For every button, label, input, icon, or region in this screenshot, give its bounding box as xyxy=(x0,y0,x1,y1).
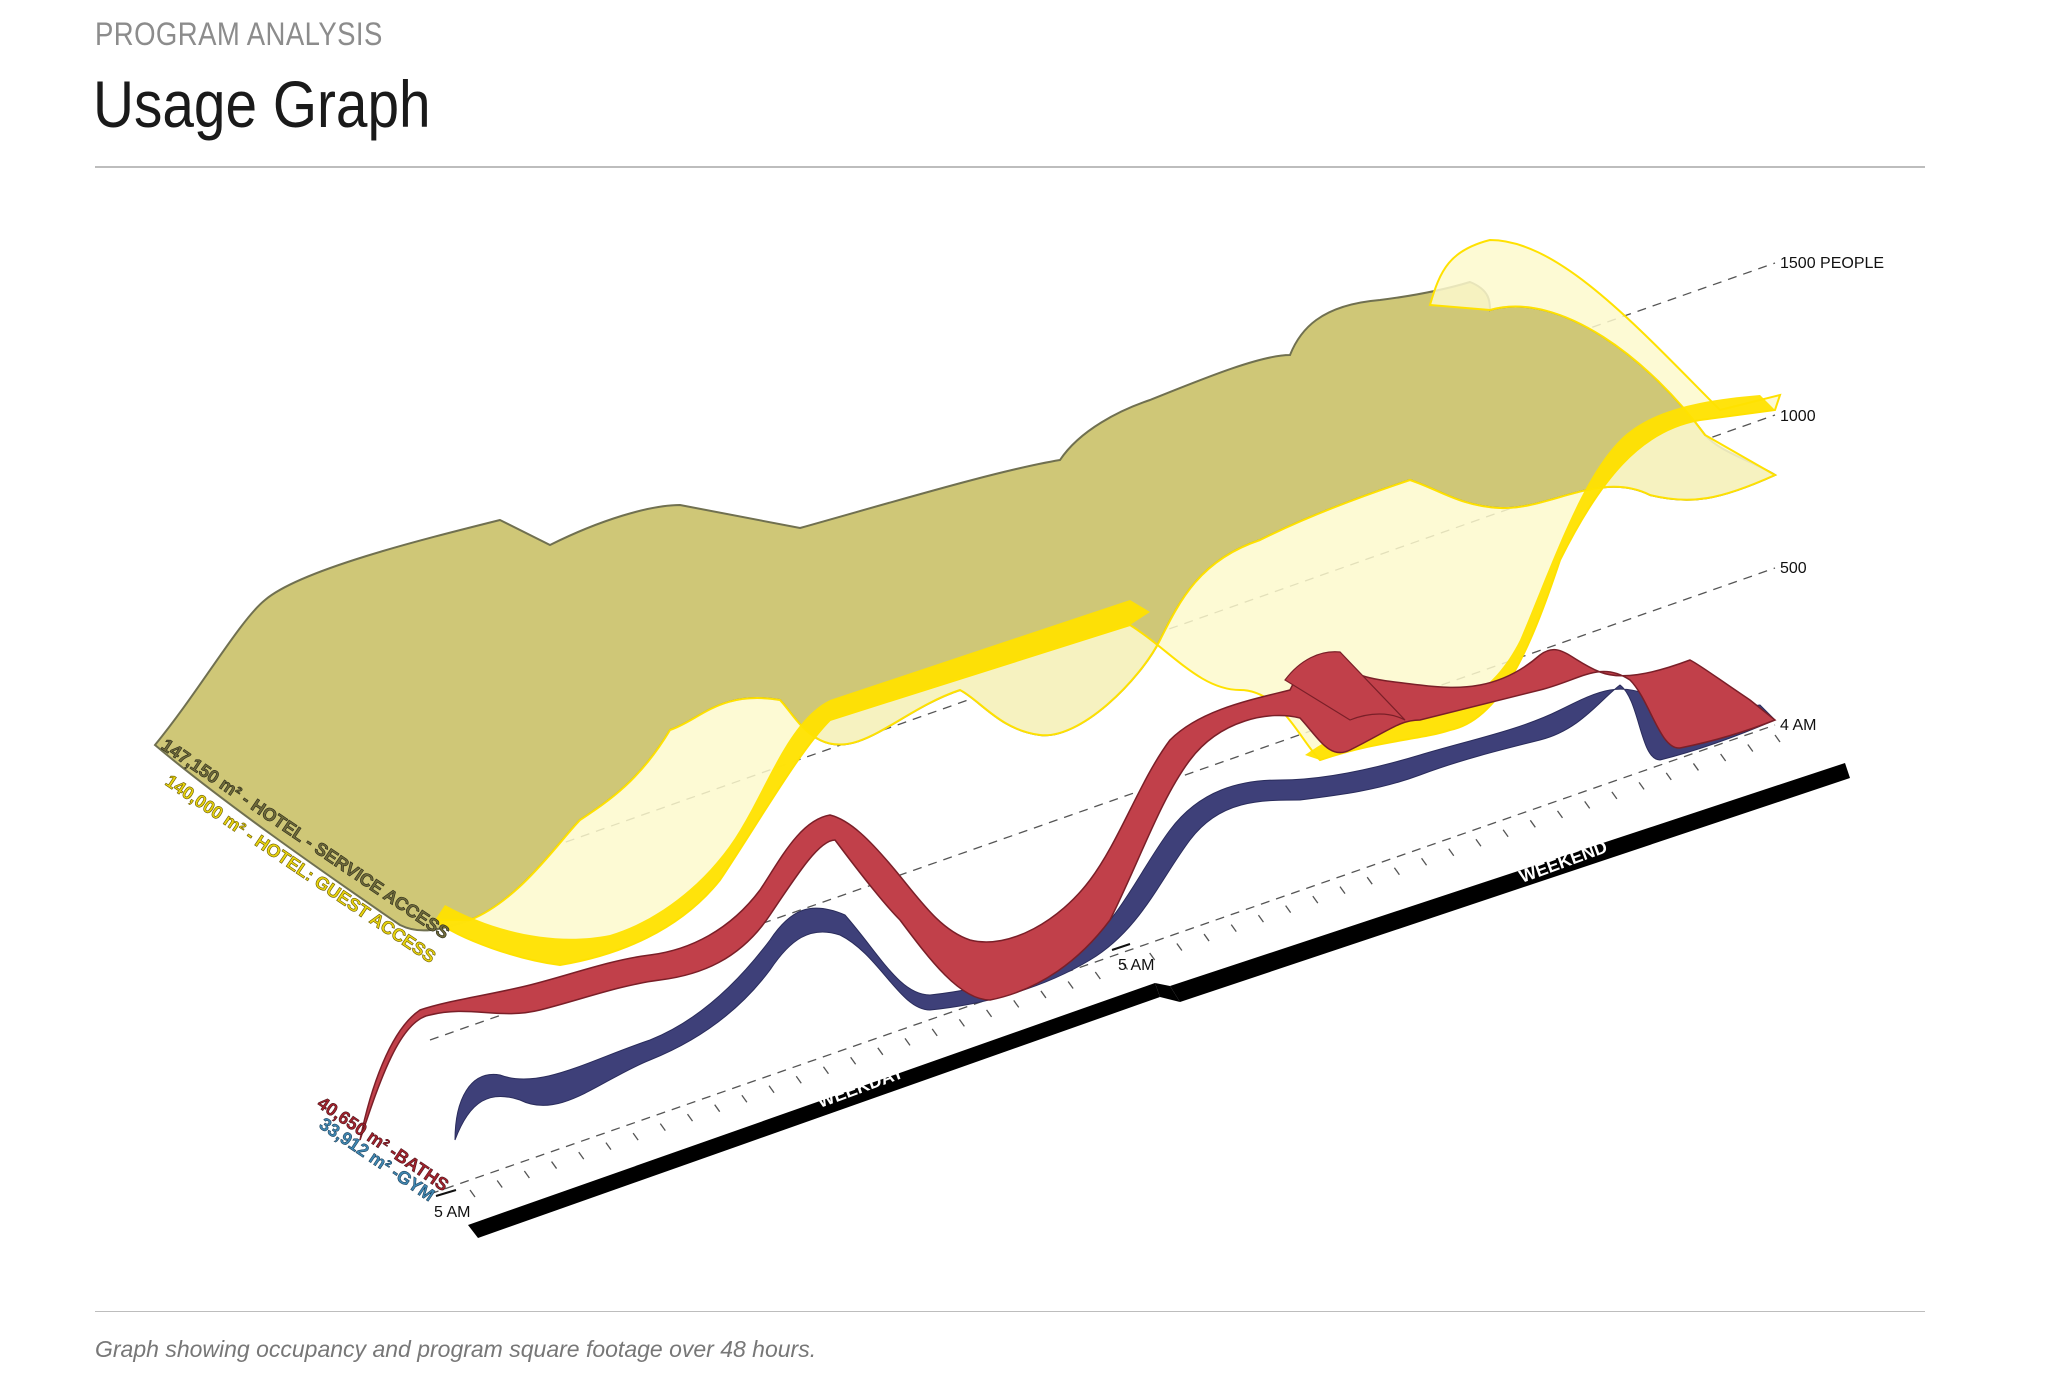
timeline-tick xyxy=(1720,753,1727,762)
timeline-tick xyxy=(958,1018,965,1027)
timeline-tick xyxy=(1556,810,1564,819)
baths-fragment-right xyxy=(1284,651,1406,721)
page-title: Usage Graph xyxy=(93,67,431,141)
timeline-tick xyxy=(578,1151,585,1160)
timeline-tick xyxy=(1665,772,1672,781)
timeline-tick xyxy=(1774,734,1781,743)
timeline-tick xyxy=(1339,886,1346,895)
timeline-tick xyxy=(1257,914,1264,923)
timeline-ticks xyxy=(469,734,1781,1198)
scale-label-4am: 4 AM xyxy=(1780,717,1816,734)
timeline-bar-joint xyxy=(1155,983,1180,1002)
timeline-tick xyxy=(523,1170,530,1179)
timeline-tick xyxy=(496,1180,503,1188)
timeline-bar-weekend xyxy=(1170,763,1850,1002)
timeline-tick xyxy=(877,1047,884,1056)
timeline-tick xyxy=(714,1104,721,1113)
gym-ribbon xyxy=(454,684,1776,1141)
scale-label-500: 500 xyxy=(1780,560,1807,577)
timeline-tick xyxy=(1448,848,1455,857)
timeline-tick xyxy=(850,1056,857,1065)
timeline-bar-weekday xyxy=(468,983,1160,1238)
timeline-tick xyxy=(1149,952,1156,961)
baths-ribbon xyxy=(359,648,1777,1141)
timeline-tick xyxy=(795,1075,802,1084)
timeline-tick xyxy=(1421,857,1428,866)
timeline-tick xyxy=(469,1189,476,1198)
timeline-tick xyxy=(1094,971,1101,980)
timeline-tick xyxy=(632,1132,639,1141)
timeline-tick xyxy=(605,1142,612,1150)
timeline-tick xyxy=(822,1066,829,1075)
timeline-tick xyxy=(741,1094,748,1103)
guide-line-500 xyxy=(429,567,1776,1041)
timeline-tick xyxy=(1747,744,1754,752)
time-label-mid: 5 AM xyxy=(1118,957,1154,974)
timeline-tick xyxy=(1502,829,1509,838)
timeline-tick xyxy=(986,1009,993,1018)
timeline-tick xyxy=(1611,791,1618,800)
usage-graph-diagram: WEEKDAY WEEKEND 1500 PEOPLE 1000 500 4 A… xyxy=(153,238,1884,1238)
timeline-tick xyxy=(1393,867,1400,876)
timeline-tick xyxy=(1529,819,1536,828)
timeline-tick xyxy=(931,1028,938,1037)
timeline-tick xyxy=(1475,838,1482,847)
timeline-tick xyxy=(1285,905,1292,914)
footer-divider xyxy=(95,1311,1925,1312)
timeline-tick xyxy=(686,1113,694,1122)
timeline-tick xyxy=(768,1085,775,1094)
time-tick-mid xyxy=(1111,943,1131,951)
timeline-tick xyxy=(659,1123,666,1132)
timeline-tick xyxy=(1638,782,1645,790)
section-eyebrow: PROGRAM ANALYSIS xyxy=(95,16,383,52)
scale-label-1000: 1000 xyxy=(1780,408,1816,425)
timeline-tick xyxy=(904,1037,911,1046)
time-tick-start xyxy=(435,1189,457,1197)
timeline-tick xyxy=(1176,943,1183,951)
timeline-tick xyxy=(1067,981,1074,989)
timeline-tick xyxy=(1121,962,1129,970)
header-divider xyxy=(95,166,1925,168)
timeline-tick xyxy=(1230,924,1237,932)
hotel-guest-access-ribbon xyxy=(435,600,1150,965)
timeline-tick xyxy=(1040,990,1047,999)
timeline-tick xyxy=(1013,1000,1020,1008)
time-label-start: 5 AM xyxy=(434,1204,470,1221)
timeline-tick xyxy=(1366,876,1373,885)
program-label-baths: 40,650 m² -BATHS xyxy=(314,1093,453,1196)
guide-line-4am xyxy=(429,724,1776,1195)
timeline-tick xyxy=(1203,933,1210,942)
scale-label-1500: 1500 PEOPLE xyxy=(1780,255,1884,272)
timeline-tick xyxy=(551,1161,558,1169)
timeline-tick xyxy=(1312,895,1319,904)
timeline-tick xyxy=(1692,763,1699,771)
timeline-tick xyxy=(1584,800,1591,809)
figure-caption: Graph showing occupancy and program squa… xyxy=(95,1336,817,1362)
